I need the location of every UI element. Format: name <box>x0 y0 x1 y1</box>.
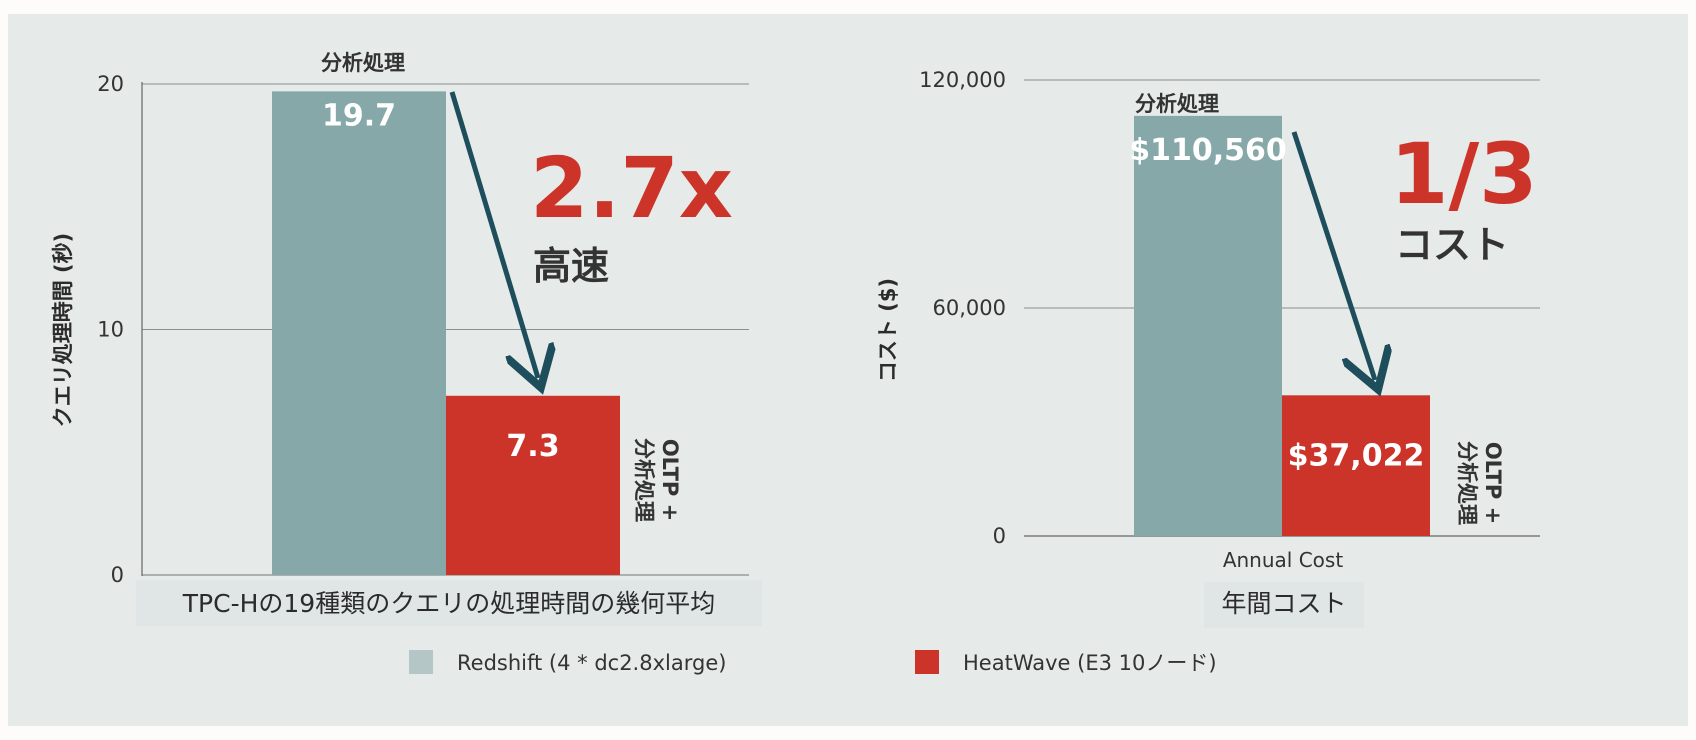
bar-redshift <box>1134 115 1282 536</box>
x-title-bg <box>136 580 762 626</box>
reduction-arrow <box>1291 131 1375 380</box>
heatwave-side-annotation: OLTP + 分析処理 <box>1455 441 1505 525</box>
y-tick-label: 120,000 <box>919 68 1006 92</box>
bar-value-label: $37,022 <box>1288 438 1425 473</box>
y-tick-label: 20 <box>97 72 124 96</box>
speedup-text: 高速 <box>533 244 609 288</box>
query-time-chart: 0 10 20 19.7 7.3 クエリ処理時間 (秒) 分析処理 OLTP + 分析… <box>51 51 762 626</box>
cost-ratio-text: コスト <box>1395 223 1509 267</box>
cost-ratio-value: 1/3 <box>1390 125 1538 223</box>
legend: Redshift (4 * dc2.8xlarge) HeatWave (E3 … <box>409 650 1217 675</box>
side-label-oltp: OLTP + <box>1481 442 1505 524</box>
y-tick-label: 0 <box>993 524 1006 548</box>
side-label-analytics: 分析処理 <box>632 438 656 522</box>
x-axis-title: 年間コスト <box>1221 589 1346 618</box>
redshift-annotation: 分析処理 <box>1135 92 1219 116</box>
y-axis-label: クエリ処理時間 (秒) <box>51 233 75 428</box>
side-label-oltp: OLTP + <box>658 439 682 521</box>
legend-label-redshift: Redshift (4 * dc2.8xlarge) <box>457 651 726 675</box>
legend-label-heatwave: HeatWave (E3 10ノード) <box>963 651 1217 675</box>
bar-heatwave <box>446 395 620 575</box>
x-category-label: Annual Cost <box>1223 548 1344 572</box>
speedup-value: 2.7x <box>530 139 733 237</box>
redshift-annotation: 分析処理 <box>321 51 405 75</box>
reduction-arrow <box>449 91 538 378</box>
bar-value-label: $110,560 <box>1129 133 1287 168</box>
y-axis-label: コスト ($) <box>876 278 900 382</box>
y-tick-label: 60,000 <box>933 296 1006 320</box>
y-tick-label: 10 <box>97 318 124 342</box>
x-title-bg <box>1204 582 1364 628</box>
bar-value-label: 19.7 <box>322 98 396 133</box>
bar-value-label: 7.3 <box>506 429 559 464</box>
heatwave-side-annotation: OLTP + 分析処理 <box>632 438 682 522</box>
bar-heatwave <box>1282 395 1430 536</box>
side-label-analytics: 分析処理 <box>1455 441 1479 525</box>
legend-swatch-redshift <box>409 650 433 674</box>
annual-cost-chart: 0 60,000 120,000 $110,560 $37,022 コスト ($) 分… <box>876 68 1540 628</box>
bar-redshift <box>272 91 446 576</box>
y-tick-label: 0 <box>111 563 124 587</box>
legend-swatch-heatwave <box>915 650 939 674</box>
x-axis-title: TPC-Hの19種類のクエリの処理時間の幾何平均 <box>182 589 715 618</box>
